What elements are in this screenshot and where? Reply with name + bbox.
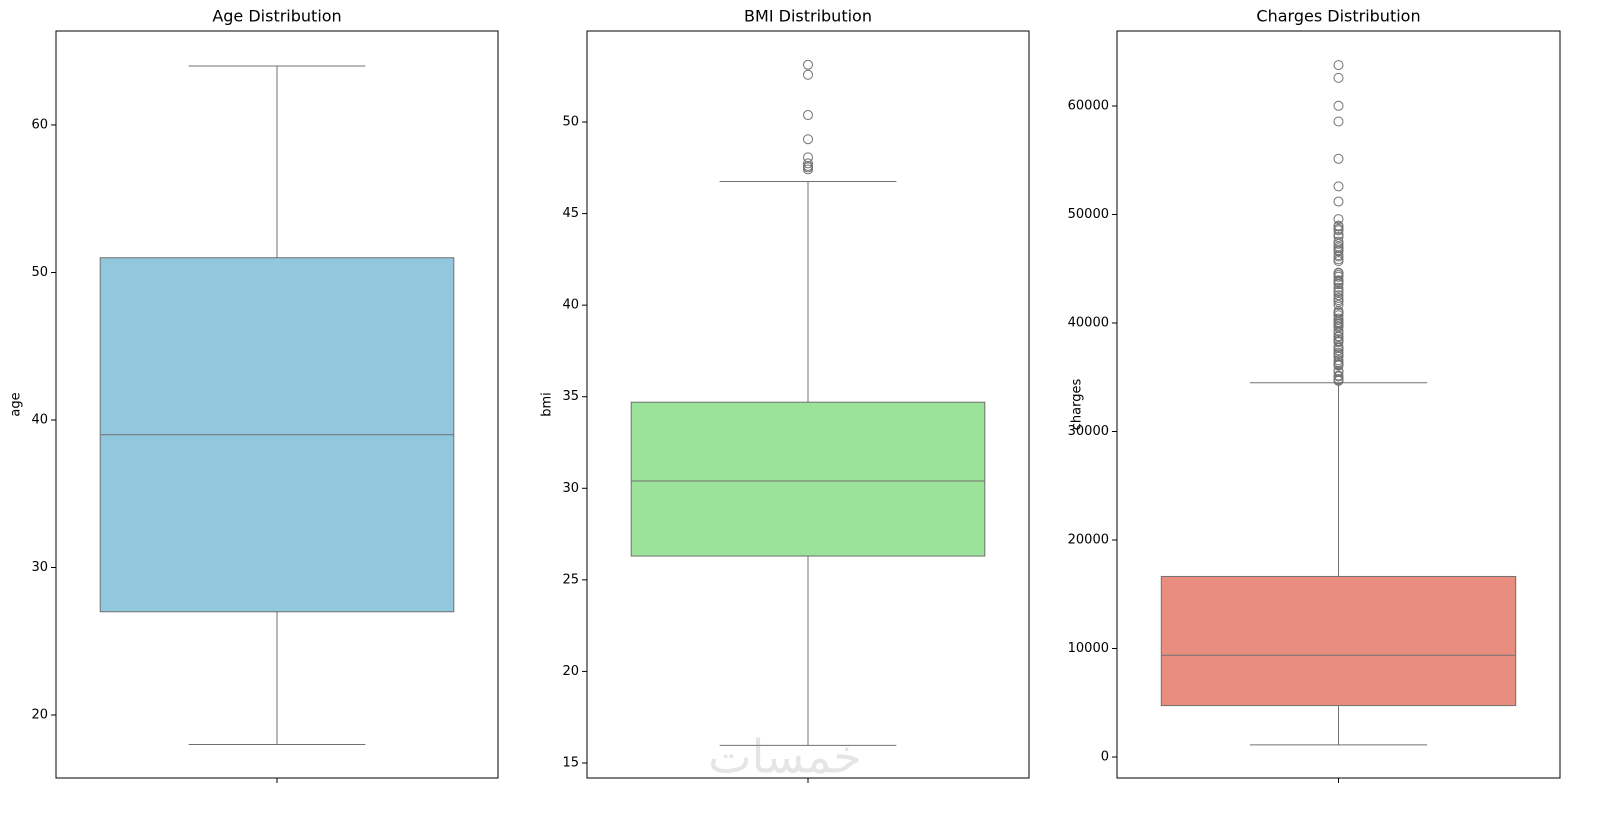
outlier: [1333, 371, 1344, 382]
y-tick-label: 20: [562, 664, 579, 679]
y-tick-label: 15: [562, 755, 579, 770]
axes-frame: [586, 30, 1030, 779]
outlier: [1333, 345, 1344, 356]
axes-frame: [55, 30, 499, 779]
y-axis-label: bmi: [540, 392, 555, 417]
outlier: [1333, 153, 1344, 164]
outlier: [1333, 271, 1344, 282]
y-tick-label: 40000: [1068, 316, 1109, 331]
outlier: [1333, 282, 1344, 293]
outlier: [1333, 229, 1344, 240]
outlier: [1333, 72, 1344, 83]
chart-title: Age Distribution: [212, 7, 341, 26]
outlier: [1333, 214, 1344, 225]
y-tick-label: 30: [562, 481, 579, 496]
y-tick-label: 10000: [1068, 641, 1109, 656]
outlier: [1333, 181, 1344, 192]
watermark: خمسات: [708, 730, 861, 784]
axes-frame: [1116, 30, 1561, 779]
outlier: [803, 164, 813, 175]
y-axis-label: age: [9, 392, 24, 416]
box: [630, 401, 986, 557]
box: [1160, 575, 1517, 707]
outlier: [1333, 246, 1344, 257]
chart-title: BMI Distribution: [744, 7, 872, 26]
outlier: [803, 69, 813, 80]
y-tick-label: 20: [31, 708, 48, 723]
outlier: [1333, 287, 1344, 298]
outlier: [1333, 279, 1344, 290]
outlier: [803, 110, 813, 121]
outlier: [1333, 100, 1344, 111]
y-tick-label: 20000: [1068, 533, 1109, 548]
y-tick-label: 30: [31, 560, 48, 575]
y-tick-label: 40: [31, 412, 48, 427]
outlier: [803, 134, 813, 145]
outlier: [1333, 60, 1344, 71]
outlier: [1333, 251, 1344, 262]
y-tick-label: 50: [31, 265, 48, 280]
y-tick-label: 25: [562, 572, 579, 587]
outlier: [1333, 290, 1344, 301]
outlier: [1333, 360, 1344, 371]
outlier: [1333, 221, 1344, 232]
chart-title: Charges Distribution: [1256, 7, 1420, 26]
y-tick-label: 35: [562, 389, 579, 404]
y-tick-label: 60000: [1068, 99, 1109, 114]
outlier: [1333, 375, 1344, 386]
y-tick-label: 45: [562, 206, 579, 221]
y-tick-label: 60: [31, 117, 48, 132]
outlier: [1333, 238, 1344, 249]
outlier: [1333, 236, 1344, 247]
outlier: [803, 59, 813, 70]
outlier: [1333, 225, 1344, 236]
outlier: [1333, 299, 1344, 310]
y-axis-label: charges: [1070, 379, 1085, 431]
outlier: [1333, 337, 1344, 348]
outlier: [1333, 256, 1344, 267]
y-tick-label: 40: [562, 298, 579, 313]
y-tick-label: 0: [1101, 750, 1109, 765]
y-tick-label: 30000: [1068, 424, 1109, 439]
y-tick-label: 50000: [1068, 207, 1109, 222]
outlier: [1333, 196, 1344, 207]
outlier: [803, 158, 813, 169]
y-tick-label: 50: [562, 115, 579, 130]
outlier: [1333, 116, 1344, 127]
